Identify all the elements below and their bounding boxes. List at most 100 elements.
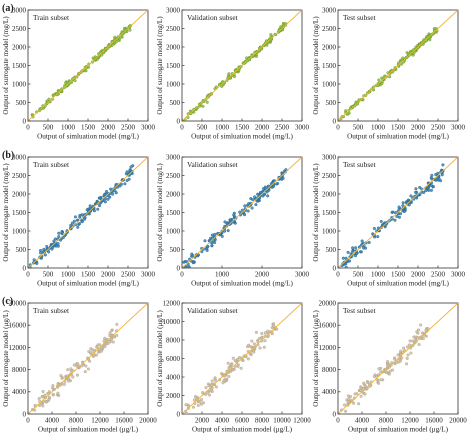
data-point-b-validation — [238, 210, 242, 214]
y-tick-label: 12000 — [163, 299, 181, 307]
data-point-c-test — [340, 413, 343, 414]
x-tick-label: 3000 — [451, 124, 466, 132]
data-point-b-test — [372, 226, 376, 230]
data-point-b-validation — [251, 198, 255, 202]
x-tick-label: 500 — [43, 124, 54, 132]
x-tick-label: 12000 — [91, 417, 109, 425]
y-tick-label: 2500 — [166, 172, 181, 180]
data-point-b-test — [354, 246, 358, 250]
data-point-b-train — [97, 196, 101, 200]
data-point-c-test — [424, 334, 428, 338]
data-point-a-test — [412, 51, 416, 55]
data-point-c-train — [94, 353, 99, 357]
data-point-c-validation — [231, 356, 235, 360]
data-point-b-test — [429, 183, 433, 187]
y-tick-label: 1500 — [166, 209, 181, 217]
data-point-b-validation — [206, 245, 210, 249]
y-tick-label: 2500 — [322, 172, 337, 180]
x-tick-label: 0 — [336, 417, 340, 425]
data-point-b-test — [393, 211, 397, 215]
data-point-c-train — [47, 390, 51, 394]
y-tick-label: 8000 — [322, 366, 337, 374]
y-tick-label: 3000 — [322, 153, 337, 161]
x-tick-label: 2000 — [101, 271, 116, 279]
data-point-b-test — [427, 188, 431, 192]
y-tick-label: 0 — [23, 264, 27, 272]
data-point-b-validation — [228, 218, 232, 222]
panel-b-validation: 0 1000 2000 3000 0 500 1000 1500 2000 2500 3000 Val… — [156, 153, 310, 287]
x-tick-label: 0 — [180, 271, 184, 279]
data-point-b-validation — [243, 213, 247, 217]
data-point-b-validation — [276, 181, 280, 186]
data-point-c-test — [405, 356, 409, 360]
y-axis-label: Output of surrogate model (μg/L) — [156, 310, 164, 407]
data-point-c-test — [406, 353, 410, 357]
reference-line-b-validation — [181, 156, 303, 269]
panel-a-test: 0 500 1000 1500 2000 2500 3000 0 500 1000 1500 2000… — [312, 6, 466, 140]
data-point-b-train — [96, 207, 100, 211]
x-tick-label: 500 — [353, 271, 364, 279]
y-tick-label: 500 — [16, 246, 27, 254]
data-point-c-test — [405, 345, 409, 349]
data-point-a-test — [388, 75, 392, 79]
x-tick-label: 1500 — [81, 124, 96, 132]
y-tick-label: 3000 — [12, 6, 27, 14]
data-point-b-test — [397, 207, 401, 211]
y-tick-label: 1500 — [322, 62, 337, 70]
y-tick-label: 4000 — [322, 388, 337, 396]
y-tick-label: 16000 — [9, 322, 27, 330]
y-tick-label: 0 — [333, 410, 337, 418]
data-point-a-validation — [237, 68, 241, 72]
data-point-c-test — [415, 330, 419, 334]
panel-title-b-test: Test subset — [343, 160, 376, 169]
data-point-b-validation — [184, 266, 188, 268]
data-point-b-train — [127, 177, 131, 181]
data-point-b-train — [83, 217, 87, 221]
x-tick-label: 2000 — [195, 417, 210, 425]
panel-c-test: 0 4000 8000 12000 16000 20000 0 4000 8000 12000 16… — [312, 299, 467, 433]
data-point-c-validation — [254, 330, 258, 334]
x-tick-label: 2500 — [431, 124, 446, 132]
data-point-c-validation — [226, 361, 230, 365]
data-point-b-test — [401, 201, 405, 205]
data-point-c-validation — [196, 403, 200, 407]
row-b: (b) 0 500 1000 1500 2000 2500 3000 0 500 1000 1500… — [2, 150, 466, 288]
y-tick-label: 1500 — [12, 209, 27, 217]
data-point-b-validation — [220, 234, 224, 238]
x-tick-label: 1000 — [61, 124, 76, 132]
data-point-b-validation — [284, 168, 288, 172]
data-point-c-test — [358, 388, 362, 392]
data-point-c-test — [386, 363, 390, 367]
data-point-c-test — [405, 362, 409, 366]
data-point-b-validation — [226, 229, 230, 233]
reference-line-c-test — [337, 302, 459, 415]
panel-title-c-validation: Validation subset — [187, 306, 239, 315]
data-point-c-validation — [260, 331, 264, 336]
points-b-validation — [182, 168, 288, 268]
y-tick-label: 1000 — [12, 80, 27, 88]
panel-b-train: 0 500 1000 1500 2000 2500 3000 0 500 1000 1500 2000… — [2, 153, 156, 287]
y-tick-label: 3000 — [322, 6, 337, 14]
data-point-b-train — [114, 191, 118, 195]
data-point-b-train — [72, 219, 76, 223]
data-point-c-train — [99, 349, 103, 353]
data-point-b-train — [106, 197, 110, 201]
data-point-b-train — [125, 170, 129, 174]
data-point-b-train — [78, 222, 82, 226]
y-tick-label: 3000 — [166, 153, 181, 161]
data-point-c-test — [387, 372, 391, 376]
x-tick-label: 0 — [336, 271, 340, 279]
x-tick-label: 3000 — [141, 271, 156, 279]
y-tick-label: 1000 — [166, 227, 181, 235]
data-point-c-train — [86, 367, 90, 371]
x-axis-label: Output of simluation model (mg/L) — [191, 280, 293, 288]
x-tick-label: 1500 — [391, 271, 406, 279]
data-point-c-validation — [272, 322, 276, 326]
reference-line-a-validation — [181, 9, 303, 122]
data-point-c-train — [37, 403, 41, 408]
data-point-c-train — [37, 396, 41, 401]
y-axis-label: Output of surrogate model (mg/L) — [312, 16, 320, 115]
data-point-b-train — [70, 221, 74, 225]
data-point-c-train — [56, 391, 60, 395]
